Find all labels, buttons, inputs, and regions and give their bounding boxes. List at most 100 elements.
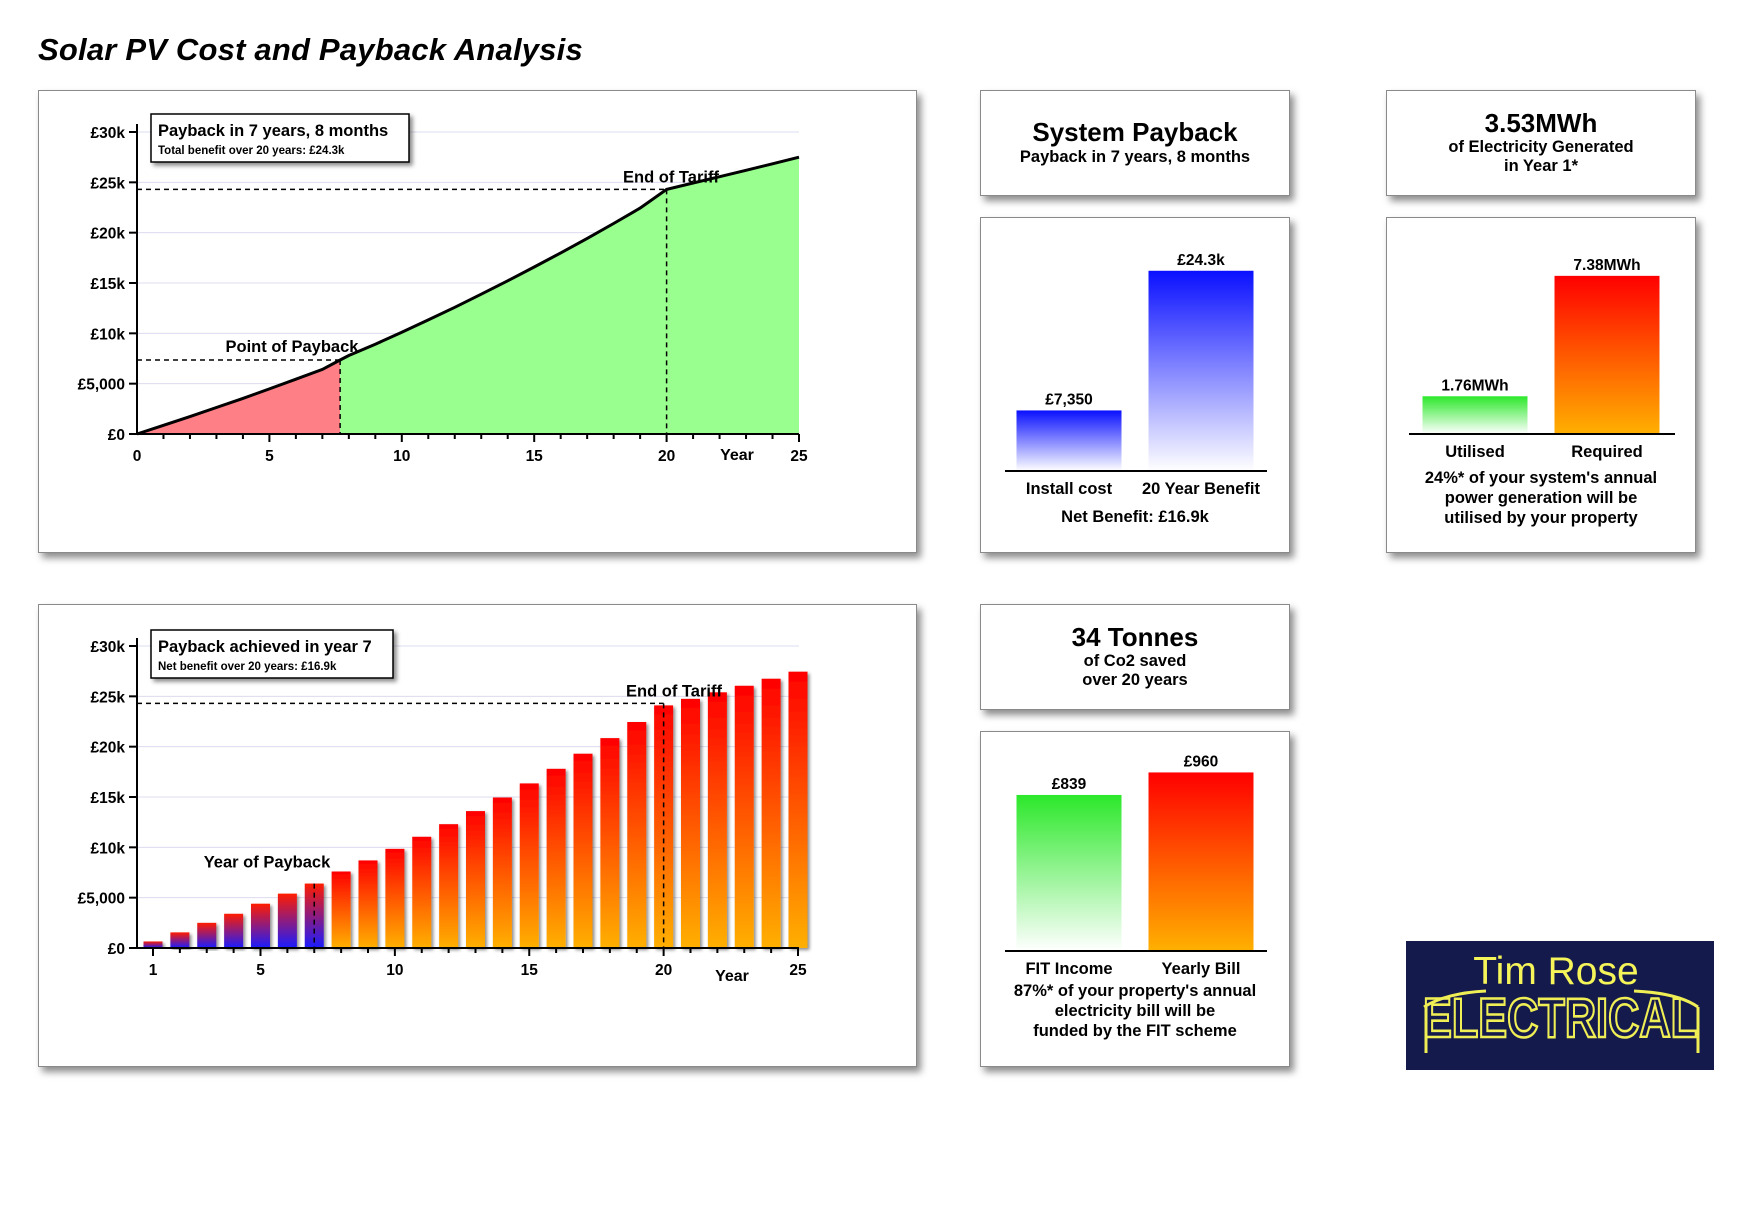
bar-required [1554, 275, 1660, 434]
cumulative-payback-panel: £0 £5,000 £10k £15k £20k £25k £30k 0 5 10 15 20 25 Ye… [38, 90, 917, 553]
utilisation-line-1: 24%* of your system's annual [1424, 469, 1658, 487]
year-bar [492, 797, 512, 948]
x-tick-label: 10 [386, 962, 403, 979]
electricity-usage-panel: 1.76MWh Utilised 7.38MWh Required 24%* of y… [1386, 217, 1696, 553]
x-tick-label: 5 [265, 448, 274, 465]
payback-annotation: Year of Payback [204, 854, 331, 872]
y-tick-label: £25k [91, 689, 126, 706]
bar-utilised [1422, 396, 1528, 434]
cumulative-payback-chart: £0 £5,000 £10k £15k £20k £25k £30k 0 5 10 15 20 25 Ye… [78, 113, 808, 465]
cumulative-payback-info-box: Payback in 7 years, 8 months Total benef… [150, 113, 410, 163]
utilisation-line-3: utilised by your property [1444, 509, 1638, 527]
fit-vs-bill-panel: £839 FIT Income £960 Yearly Bill 87%* of yo… [980, 731, 1290, 1067]
year-bar [627, 722, 647, 948]
category-label: FIT Income [1025, 960, 1112, 978]
y-tick-label: £0 [108, 941, 125, 958]
x-tick-label: 0 [133, 448, 142, 465]
pre-payback-area [137, 360, 341, 434]
year-bar [251, 903, 270, 948]
year-bar [681, 698, 700, 948]
x-tick-label: 25 [789, 962, 807, 979]
post-payback-area [340, 157, 799, 434]
logo-line-1: Tim Rose [1473, 950, 1638, 993]
y-tick-label: £20k [91, 226, 126, 243]
x-tick-label: 1 [149, 962, 158, 979]
install-vs-benefit-panel: £7,350 Install cost £24.3k 20 Year Benefit … [980, 217, 1290, 553]
fit-note-line-3: funded by the FIT scheme [1033, 1022, 1237, 1040]
year-bar [358, 860, 378, 948]
year-bar [439, 824, 459, 948]
bar-fit-income [1016, 794, 1122, 951]
page-title: Solar PV Cost and Payback Analysis [38, 32, 583, 67]
generated-line-1: of Electricity Generated [1448, 138, 1634, 156]
year-bar [197, 922, 217, 948]
y-tick-label: £5,000 [78, 377, 125, 394]
y-tick-label: £10k [91, 840, 126, 857]
y-tick-label: £30k [91, 125, 126, 142]
x-tick-label: 5 [256, 962, 265, 979]
system-payback-card: System Payback Payback in 7 years, 8 mon… [980, 90, 1290, 196]
year-bar [788, 671, 808, 948]
co2-line-2: over 20 years [1082, 671, 1188, 689]
category-label: Utilised [1445, 443, 1505, 461]
year-bar [546, 768, 566, 948]
y-tick-label: £20k [91, 740, 126, 757]
bar-install-cost [1016, 410, 1122, 471]
electricity-usage-chart: 1.76MWh Utilised 7.38MWh Required [1409, 257, 1675, 461]
install-vs-benefit-chart: £7,350 Install cost £24.3k 20 Year Benefit [1005, 252, 1267, 498]
year-bar [734, 685, 754, 948]
logo-swoosh-left [1423, 989, 1487, 1009]
info-box-subtitle: Total benefit over 20 years: £24.3k [158, 145, 345, 157]
fit-note-line-2: electricity bill will be [1054, 1002, 1216, 1020]
x-tick-label: 20 [655, 962, 672, 979]
bar-value-label: 7.38MWh [1573, 257, 1640, 274]
year-bar [466, 811, 485, 948]
x-tick-label: 15 [521, 962, 539, 979]
fit-vs-bill-chart: £839 FIT Income £960 Yearly Bill [1005, 753, 1267, 978]
bar-value-label: £960 [1184, 753, 1218, 770]
bar-yearly-bill [1148, 772, 1254, 951]
bar-value-label: 1.76MWh [1441, 377, 1508, 394]
co2-saved-card: 34 Tonnes of Co2 saved over 20 years [980, 604, 1290, 710]
y-tick-label: £5,000 [78, 891, 125, 908]
year-bar [304, 883, 324, 948]
utilisation-line-2: power generation will be [1444, 489, 1638, 507]
bar-value-label: £839 [1052, 776, 1087, 793]
co2-value: 34 Tonnes [1071, 622, 1199, 652]
logo-line-2: ELECTRICAL [1423, 986, 1697, 1049]
generated-value: 3.53MWh [1484, 108, 1598, 138]
fit-note-line-1: 87%* of your property's annual [1013, 982, 1257, 1000]
y-tick-label: £10k [91, 326, 126, 343]
logo-swoosh-right [1633, 989, 1699, 1009]
year-bar [654, 705, 674, 948]
electricity-generated-card: 3.53MWh of Electricity Generated in Year… [1386, 90, 1696, 196]
year-bar [224, 913, 244, 948]
generated-line-2: in Year 1* [1503, 157, 1578, 175]
year-bar [761, 678, 781, 948]
payback-annotation: Point of Payback [226, 338, 360, 356]
category-label: 20 Year Benefit [1142, 480, 1261, 498]
y-tick-label: £25k [91, 175, 126, 192]
x-tick-label: 25 [790, 448, 808, 465]
year-bar [412, 836, 432, 948]
x-tick-label: 10 [393, 448, 410, 465]
info-box-subtitle: Net benefit over 20 years: £16.9k [158, 661, 337, 673]
x-axis-label: Year [715, 968, 749, 985]
x-tick-label: 15 [526, 448, 544, 465]
category-label: Install cost [1026, 480, 1113, 498]
info-box-title: Payback in 7 years, 8 months [158, 122, 388, 140]
year-bar [707, 692, 727, 948]
y-tick-label: £15k [91, 276, 126, 293]
y-tick-label: £30k [91, 639, 126, 656]
year-bar [170, 932, 190, 948]
x-axis-label: Year [720, 447, 754, 464]
year-bar [573, 753, 593, 948]
bar-value-label: £24.3k [1177, 252, 1225, 269]
y-tick-label: £0 [108, 427, 125, 444]
year-bar [519, 783, 539, 948]
net-benefit-text: Net Benefit: £16.9k [1061, 508, 1209, 526]
tariff-annotation: End of Tariff [623, 168, 719, 186]
system-payback-title: System Payback [1032, 117, 1238, 147]
year-bar [143, 941, 163, 948]
